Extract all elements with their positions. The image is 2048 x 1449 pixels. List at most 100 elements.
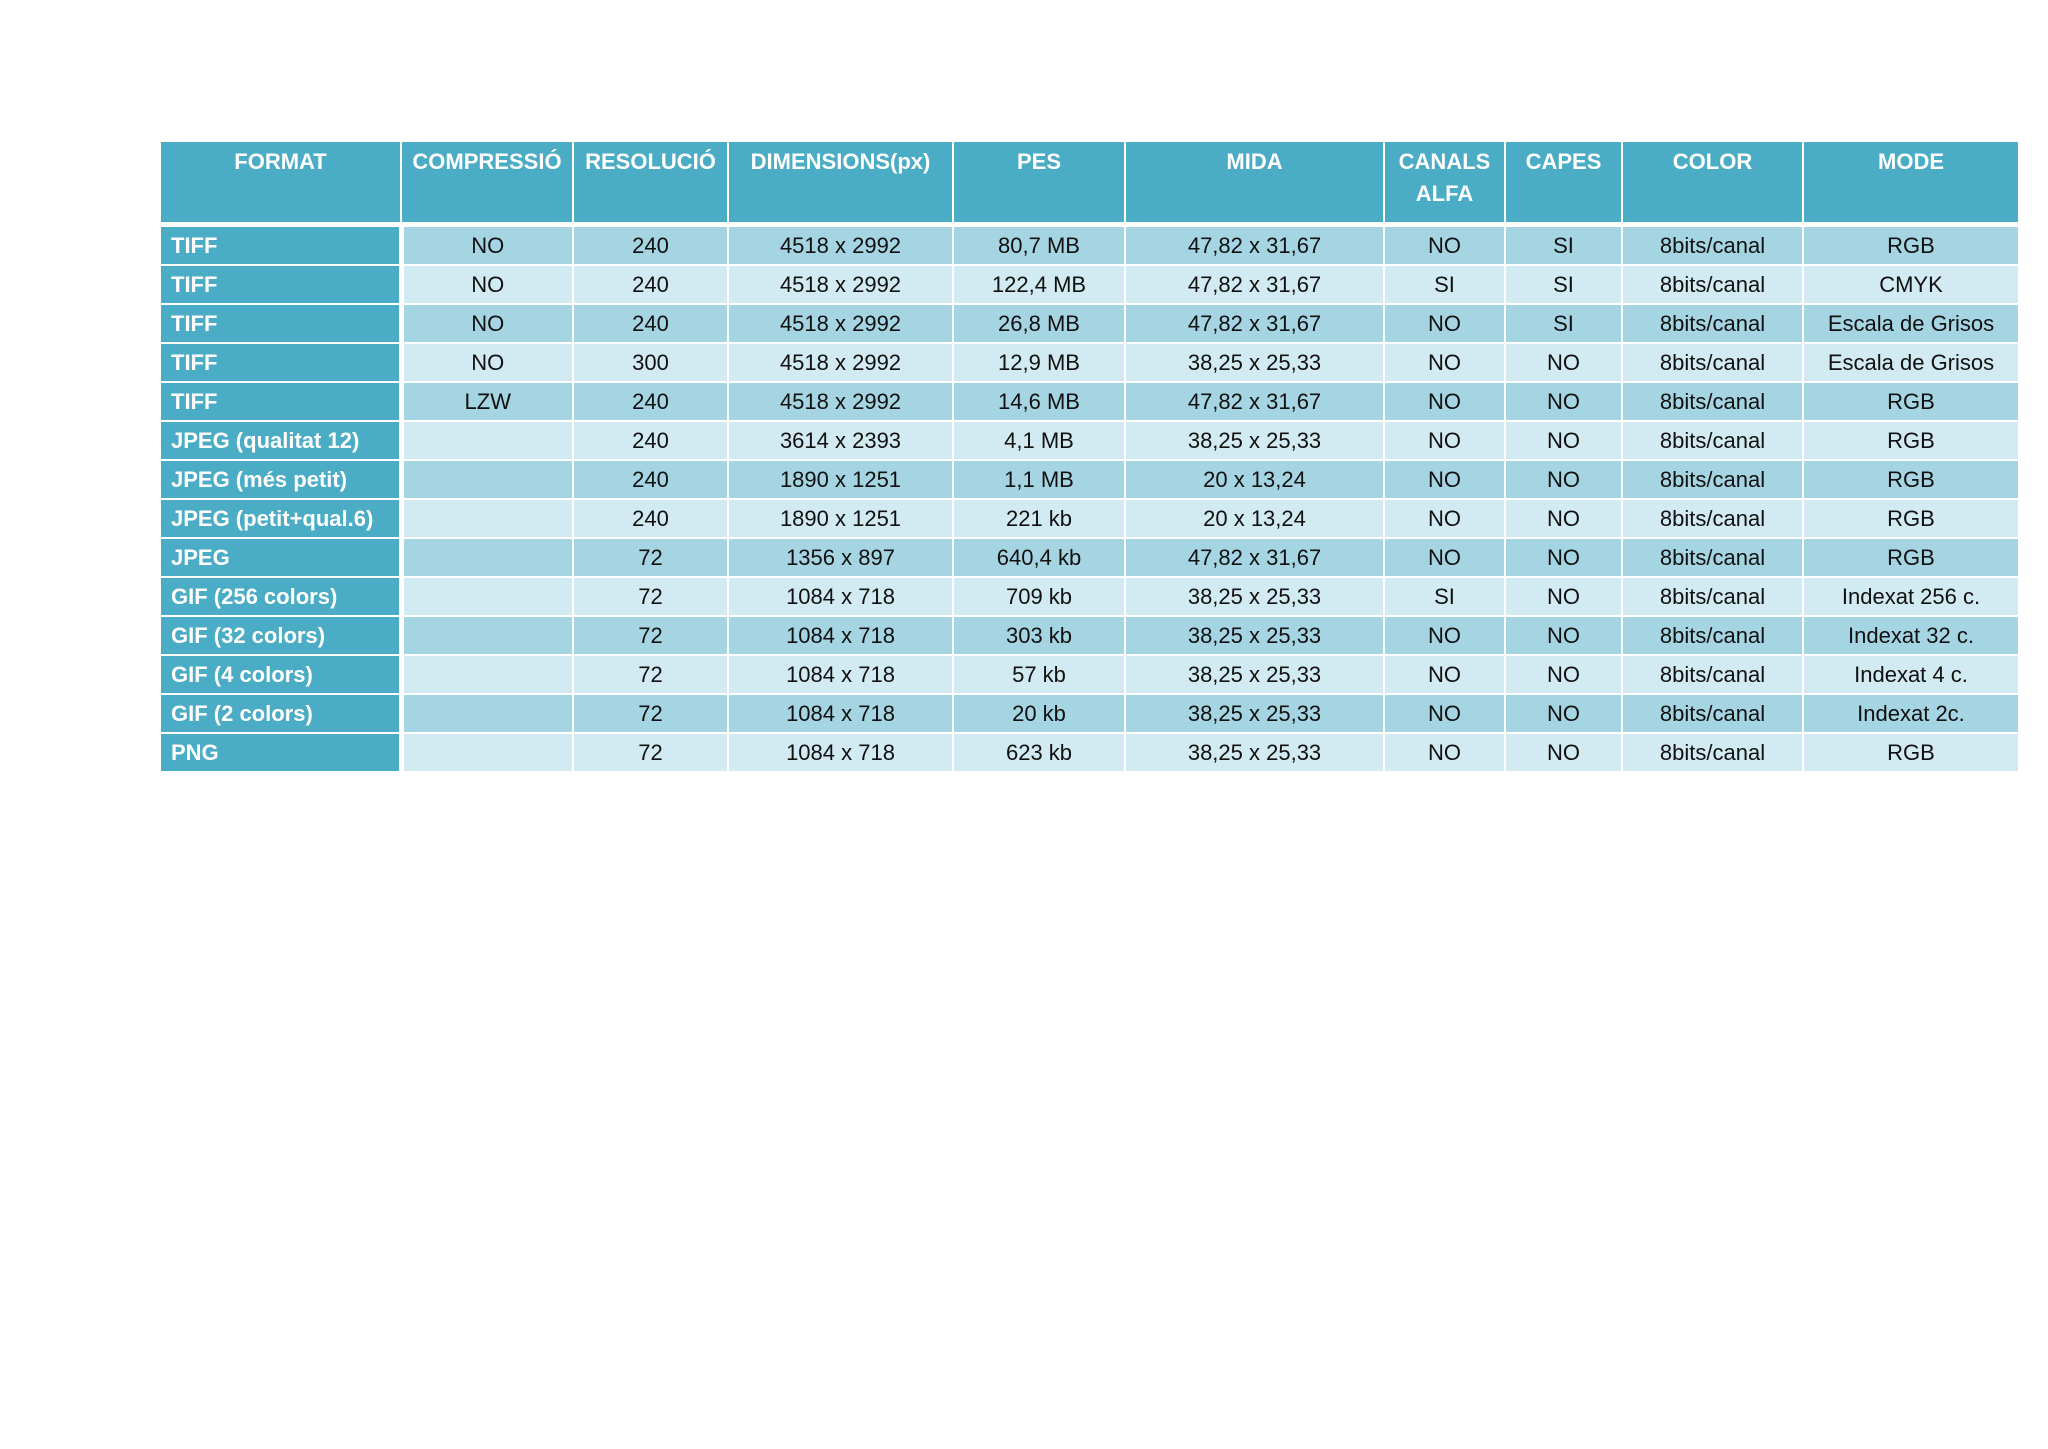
format-cell: TIFF — [159, 381, 404, 422]
table-cell: 20 x 13,24 — [1124, 459, 1385, 500]
table-cell: 8bits/canal — [1621, 420, 1804, 461]
table-cell: Escala de Grisos — [1802, 342, 2020, 383]
table-cell: NO — [1383, 223, 1506, 266]
table-cell: 72 — [572, 576, 729, 617]
table-cell: 8bits/canal — [1621, 615, 1804, 656]
table-cell — [400, 693, 574, 734]
table-cell: RGB — [1802, 537, 2020, 578]
header-cell: FORMAT — [159, 140, 402, 227]
table-cell: 4518 x 2992 — [727, 381, 954, 422]
table-cell: 221 kb — [952, 498, 1126, 539]
table-cell: NO — [1504, 576, 1623, 617]
table-cell: 1,1 MB — [952, 459, 1126, 500]
table-cell: NO — [1383, 381, 1506, 422]
table-cell: 1084 x 718 — [727, 576, 954, 617]
format-cell: GIF (2 colors) — [159, 693, 404, 734]
table-cell: 1356 x 897 — [727, 537, 954, 578]
table-cell: 240 — [572, 381, 729, 422]
table-cell: Indexat 256 c. — [1802, 576, 2020, 617]
table-cell: 303 kb — [952, 615, 1126, 656]
format-table: FORMAT COMPRESSIÓ RESOLUCIÓ DIMENSIONS(px) P… — [159, 140, 2020, 773]
table-cell: NO — [1504, 732, 1623, 773]
table-cell: 47,82 x 31,67 — [1124, 303, 1385, 344]
format-cell: PNG — [159, 732, 404, 773]
table-cell — [400, 732, 574, 773]
table-cell: 1084 x 718 — [727, 654, 954, 695]
table-cell: RGB — [1802, 732, 2020, 773]
table-cell: LZW — [400, 381, 574, 422]
table-cell: 4,1 MB — [952, 420, 1126, 461]
table-cell: 47,82 x 31,67 — [1124, 381, 1385, 422]
table-cell: NO — [1504, 498, 1623, 539]
table-cell: 4518 x 2992 — [727, 303, 954, 344]
table-cell: 47,82 x 31,67 — [1124, 223, 1385, 266]
table-cell: 300 — [572, 342, 729, 383]
table-cell: 72 — [572, 693, 729, 734]
table-cell: NO — [1504, 459, 1623, 500]
table-cell: 1890 x 1251 — [727, 459, 954, 500]
table-cell: 72 — [572, 654, 729, 695]
header-cell: CAPES — [1504, 140, 1623, 227]
table-cell: NO — [1504, 420, 1623, 461]
format-cell: JPEG (més petit) — [159, 459, 404, 500]
table-cell: 8bits/canal — [1621, 381, 1804, 422]
table-header: FORMAT COMPRESSIÓ RESOLUCIÓ DIMENSIONS(px) P… — [159, 140, 2020, 227]
table-cell: 640,4 kb — [952, 537, 1126, 578]
table-cell: 38,25 x 25,33 — [1124, 654, 1385, 695]
table-row: TIFF LZW 240 4518 x 2992 14,6 MB 47,82 x 31,6… — [159, 381, 2020, 422]
header-cell: PES — [952, 140, 1126, 227]
table-cell: SI — [1383, 264, 1506, 305]
table-cell: 8bits/canal — [1621, 537, 1804, 578]
table-cell: 8bits/canal — [1621, 576, 1804, 617]
table-cell: RGB — [1802, 459, 2020, 500]
table-row: PNG 72 1084 x 718 623 kb 38,25 x 25,33 NO NO 8b… — [159, 732, 2020, 773]
table-cell: 47,82 x 31,67 — [1124, 264, 1385, 305]
table-cell: 20 x 13,24 — [1124, 498, 1385, 539]
table-cell: 240 — [572, 264, 729, 305]
table-cell: 8bits/canal — [1621, 342, 1804, 383]
table-cell — [400, 459, 574, 500]
format-cell: JPEG (qualitat 12) — [159, 420, 404, 461]
format-cell: GIF (4 colors) — [159, 654, 404, 695]
table-row: JPEG (qualitat 12) 240 3614 x 2393 4,1 MB 38… — [159, 420, 2020, 461]
table-cell: NO — [1383, 459, 1506, 500]
table-cell: 240 — [572, 459, 729, 500]
table-cell: NO — [1504, 342, 1623, 383]
table-cell: NO — [1383, 303, 1506, 344]
table-cell: 1084 x 718 — [727, 615, 954, 656]
table-row: GIF (256 colors) 72 1084 x 718 709 kb 38,25 … — [159, 576, 2020, 617]
table-row: JPEG 72 1356 x 897 640,4 kb 47,82 x 31,67 NO N… — [159, 537, 2020, 578]
table-cell: 4518 x 2992 — [727, 342, 954, 383]
format-cell: JPEG — [159, 537, 404, 578]
table-cell: 12,9 MB — [952, 342, 1126, 383]
table-cell: 240 — [572, 498, 729, 539]
table-cell — [400, 654, 574, 695]
header-cell: CANALS ALFA — [1383, 140, 1506, 227]
header-cell: MODE — [1802, 140, 2020, 227]
table-cell: SI — [1383, 576, 1506, 617]
table-cell: 1890 x 1251 — [727, 498, 954, 539]
table-cell: NO — [1504, 381, 1623, 422]
table-cell: NO — [1504, 654, 1623, 695]
table-cell: RGB — [1802, 498, 2020, 539]
table-row: GIF (2 colors) 72 1084 x 718 20 kb 38,25 x 2… — [159, 693, 2020, 734]
table-row: JPEG (més petit) 240 1890 x 1251 1,1 MB 20 x… — [159, 459, 2020, 500]
table-cell: CMYK — [1802, 264, 2020, 305]
table-cell: 57 kb — [952, 654, 1126, 695]
table-cell: NO — [400, 223, 574, 266]
table-cell: 80,7 MB — [952, 223, 1126, 266]
table-body: TIFF NO 240 4518 x 2992 80,7 MB 47,82 x 31,67… — [159, 223, 2020, 773]
table-cell: 72 — [572, 537, 729, 578]
table-cell — [400, 615, 574, 656]
table-cell: SI — [1504, 264, 1623, 305]
table-cell: NO — [1383, 498, 1506, 539]
format-cell: TIFF — [159, 264, 404, 305]
table-cell: NO — [1383, 420, 1506, 461]
table-cell: 240 — [572, 303, 729, 344]
format-cell: GIF (32 colors) — [159, 615, 404, 656]
table-cell: Indexat 32 c. — [1802, 615, 2020, 656]
header-cell: COMPRESSIÓ — [400, 140, 574, 227]
table-row: GIF (4 colors) 72 1084 x 718 57 kb 38,25 x 2… — [159, 654, 2020, 695]
table-cell: NO — [1383, 693, 1506, 734]
header-cell: RESOLUCIÓ — [572, 140, 729, 227]
